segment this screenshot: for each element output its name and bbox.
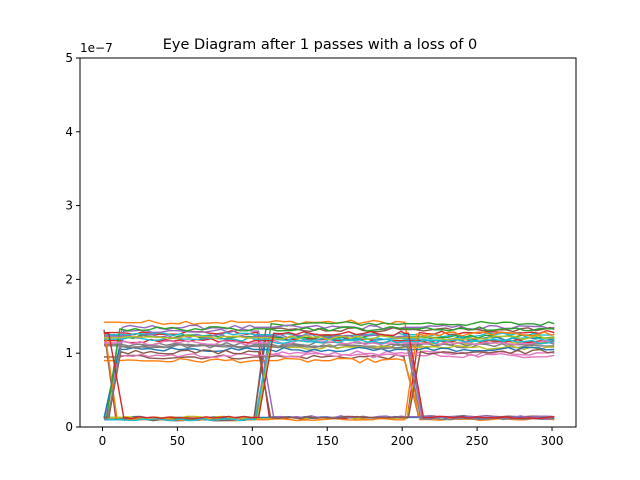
y-axis-offset-label: 1e−7 [80,41,113,55]
chart-title: Eye Diagram after 1 passes with a loss o… [163,37,477,53]
x-tick-label: 300 [541,434,564,448]
y-tick-label: 5 [65,51,73,65]
eye-trace-line [103,354,555,419]
eye-trace-line [103,348,555,420]
y-tick-label: 4 [65,125,73,139]
eye-trace-line [103,352,555,419]
eye-trace-line [103,339,555,346]
y-tick-label: 1 [65,346,73,360]
x-tick-label: 200 [391,434,414,448]
y-tick-label: 2 [65,272,73,286]
x-tick-label: 150 [316,434,339,448]
y-tick-label: 0 [65,420,73,434]
trace-group [103,319,555,422]
eye-trace-line [103,330,555,420]
x-tick-label: 100 [241,434,264,448]
y-axis: 0 1 2 3 4 5 [65,51,80,434]
x-axis: 0 50 100 150 200 250 300 [99,427,564,448]
x-tick-label: 50 [170,434,185,448]
eye-trace-line [103,324,555,421]
plot-area [103,319,555,422]
axes-frame [79,57,577,428]
x-tick-label: 0 [99,434,107,448]
eye-trace-line [103,343,555,421]
x-tick-label: 250 [466,434,489,448]
eye-trace-line [103,338,555,422]
eye-trace-line [103,357,555,421]
eye-trace-line [103,334,555,341]
y-tick-label: 3 [65,199,73,213]
eye-trace-line [103,346,555,419]
eye-trace-line [103,326,555,420]
